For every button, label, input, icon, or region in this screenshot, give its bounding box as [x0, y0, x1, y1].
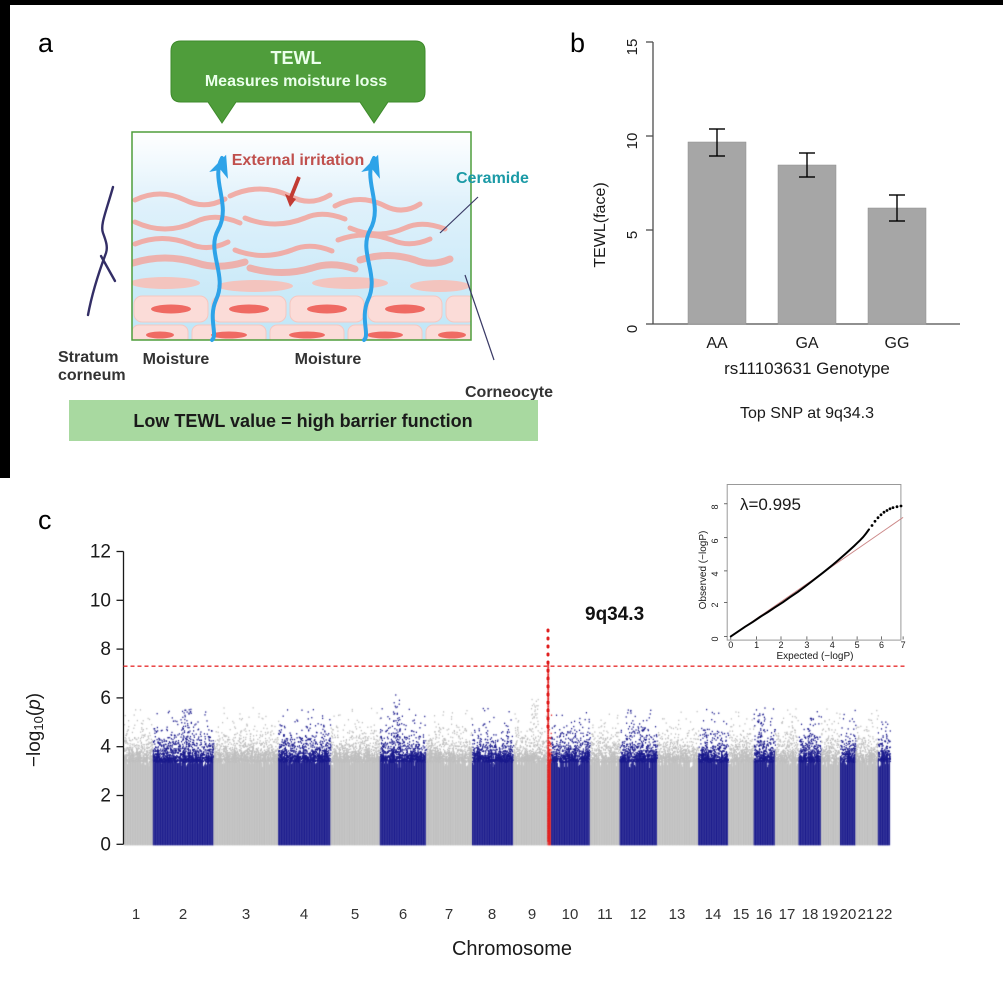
svg-text:5: 5	[855, 640, 860, 650]
svg-text:2: 2	[179, 906, 187, 923]
svg-text:6: 6	[399, 906, 407, 923]
svg-text:10: 10	[562, 906, 579, 923]
svg-text:0: 0	[624, 325, 641, 333]
svg-text:9q34.3: 9q34.3	[585, 604, 644, 625]
svg-text:8: 8	[710, 504, 720, 509]
svg-text:6: 6	[710, 538, 720, 543]
svg-text:11: 11	[597, 906, 613, 923]
svg-text:4: 4	[710, 571, 720, 576]
svg-text:TEWL: TEWL	[271, 48, 322, 68]
svg-text:8: 8	[488, 906, 496, 923]
svg-text:12: 12	[90, 542, 111, 563]
svg-text:λ=0.995: λ=0.995	[740, 495, 801, 514]
svg-text:2: 2	[100, 786, 111, 807]
svg-text:15: 15	[624, 39, 641, 56]
svg-text:7: 7	[901, 640, 906, 650]
svg-text:GG: GG	[885, 335, 910, 352]
svg-text:0: 0	[728, 640, 733, 650]
svg-text:5: 5	[351, 906, 359, 923]
svg-text:15: 15	[733, 906, 750, 923]
svg-text:19: 19	[822, 906, 839, 923]
svg-text:10: 10	[90, 590, 111, 611]
svg-text:8: 8	[100, 639, 111, 660]
svg-text:2: 2	[710, 602, 720, 607]
svg-text:4: 4	[300, 906, 308, 923]
svg-text:Moisture: Moisture	[143, 351, 210, 368]
svg-text:Moisture: Moisture	[295, 351, 362, 368]
svg-text:0: 0	[100, 834, 111, 855]
svg-text:Observed (−logP): Observed (−logP)	[698, 531, 709, 610]
svg-text:10: 10	[624, 133, 641, 150]
svg-text:20: 20	[840, 906, 857, 923]
svg-text:Measures moisture loss: Measures moisture loss	[205, 73, 387, 90]
svg-text:16: 16	[756, 906, 773, 923]
svg-text:corneum: corneum	[58, 367, 126, 384]
svg-text:2: 2	[778, 640, 783, 650]
svg-text:9: 9	[528, 906, 536, 923]
svg-text:Chromosome: Chromosome	[452, 938, 572, 960]
svg-text:Expected (−logP): Expected (−logP)	[777, 651, 854, 662]
svg-text:6: 6	[879, 640, 884, 650]
svg-text:1: 1	[132, 906, 140, 923]
svg-text:18: 18	[802, 906, 819, 923]
svg-text:7: 7	[445, 906, 453, 923]
svg-text:GA: GA	[795, 335, 818, 352]
svg-text:6: 6	[100, 688, 111, 709]
svg-text:5: 5	[624, 231, 641, 239]
svg-text:External irritation: External irritation	[232, 152, 364, 169]
svg-text:rs11103631 Genotype: rs11103631 Genotype	[724, 359, 890, 378]
svg-text:17: 17	[779, 906, 796, 923]
svg-text:AA: AA	[706, 335, 728, 352]
svg-text:22: 22	[876, 906, 893, 923]
svg-text:4: 4	[830, 640, 835, 650]
svg-text:4: 4	[100, 737, 111, 758]
svg-text:Corneocyte: Corneocyte	[465, 384, 553, 401]
svg-text:3: 3	[242, 906, 250, 923]
svg-text:21: 21	[858, 906, 875, 923]
svg-text:−log10(p): −log10(p)	[24, 693, 46, 767]
svg-text:TEWL(face): TEWL(face)	[592, 182, 609, 267]
svg-text:3: 3	[804, 640, 809, 650]
svg-text:1: 1	[754, 640, 759, 650]
svg-text:14: 14	[705, 906, 722, 923]
svg-text:12: 12	[630, 906, 647, 923]
svg-text:Low TEWL value = high barrier: Low TEWL value = high barrier function	[133, 411, 472, 431]
svg-text:13: 13	[669, 906, 686, 923]
svg-text:Top SNP at 9q34.3: Top SNP at 9q34.3	[740, 405, 874, 422]
svg-text:Ceramide: Ceramide	[456, 170, 529, 187]
svg-text:Stratum: Stratum	[58, 349, 118, 366]
svg-text:0: 0	[710, 636, 720, 641]
